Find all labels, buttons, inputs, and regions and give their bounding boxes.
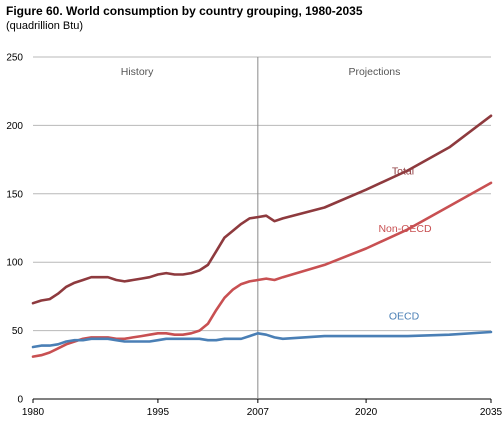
labels: 0 50 100 150 200 250 1980 1995 2007 2020 2035 Histo… — [6, 53, 502, 419]
chart-title: Figure 60. World consumption by country … — [6, 4, 363, 18]
chart-subtitle: (quadrillion Btu) — [6, 20, 84, 32]
series-line-total — [31, 114, 493, 305]
series-label-non-oecd: Non-OECD — [378, 223, 432, 235]
series-label-total: Total — [392, 166, 414, 178]
y-tick-label: 50 — [12, 326, 24, 337]
projections-label: Projections — [348, 66, 400, 78]
series-label-oecd: OECD — [389, 311, 420, 323]
x-tick-label: 2020 — [355, 407, 378, 418]
x-tick-label: 1980 — [22, 407, 45, 418]
x-tick-label: 2035 — [480, 407, 503, 418]
series-lines — [31, 114, 493, 358]
axes — [32, 57, 492, 403]
history-label: History — [121, 66, 154, 78]
x-tick-label: 1995 — [147, 407, 170, 418]
y-tick-label: 200 — [6, 121, 23, 132]
y-tick-label: 250 — [6, 53, 23, 64]
x-tick-label: 2007 — [247, 407, 270, 418]
y-tick-label: 150 — [6, 189, 23, 200]
y-tick-label: 100 — [6, 258, 23, 269]
y-tick-label: 0 — [17, 395, 23, 406]
grid-lines — [33, 56, 491, 332]
series-line-oecd — [31, 330, 493, 349]
